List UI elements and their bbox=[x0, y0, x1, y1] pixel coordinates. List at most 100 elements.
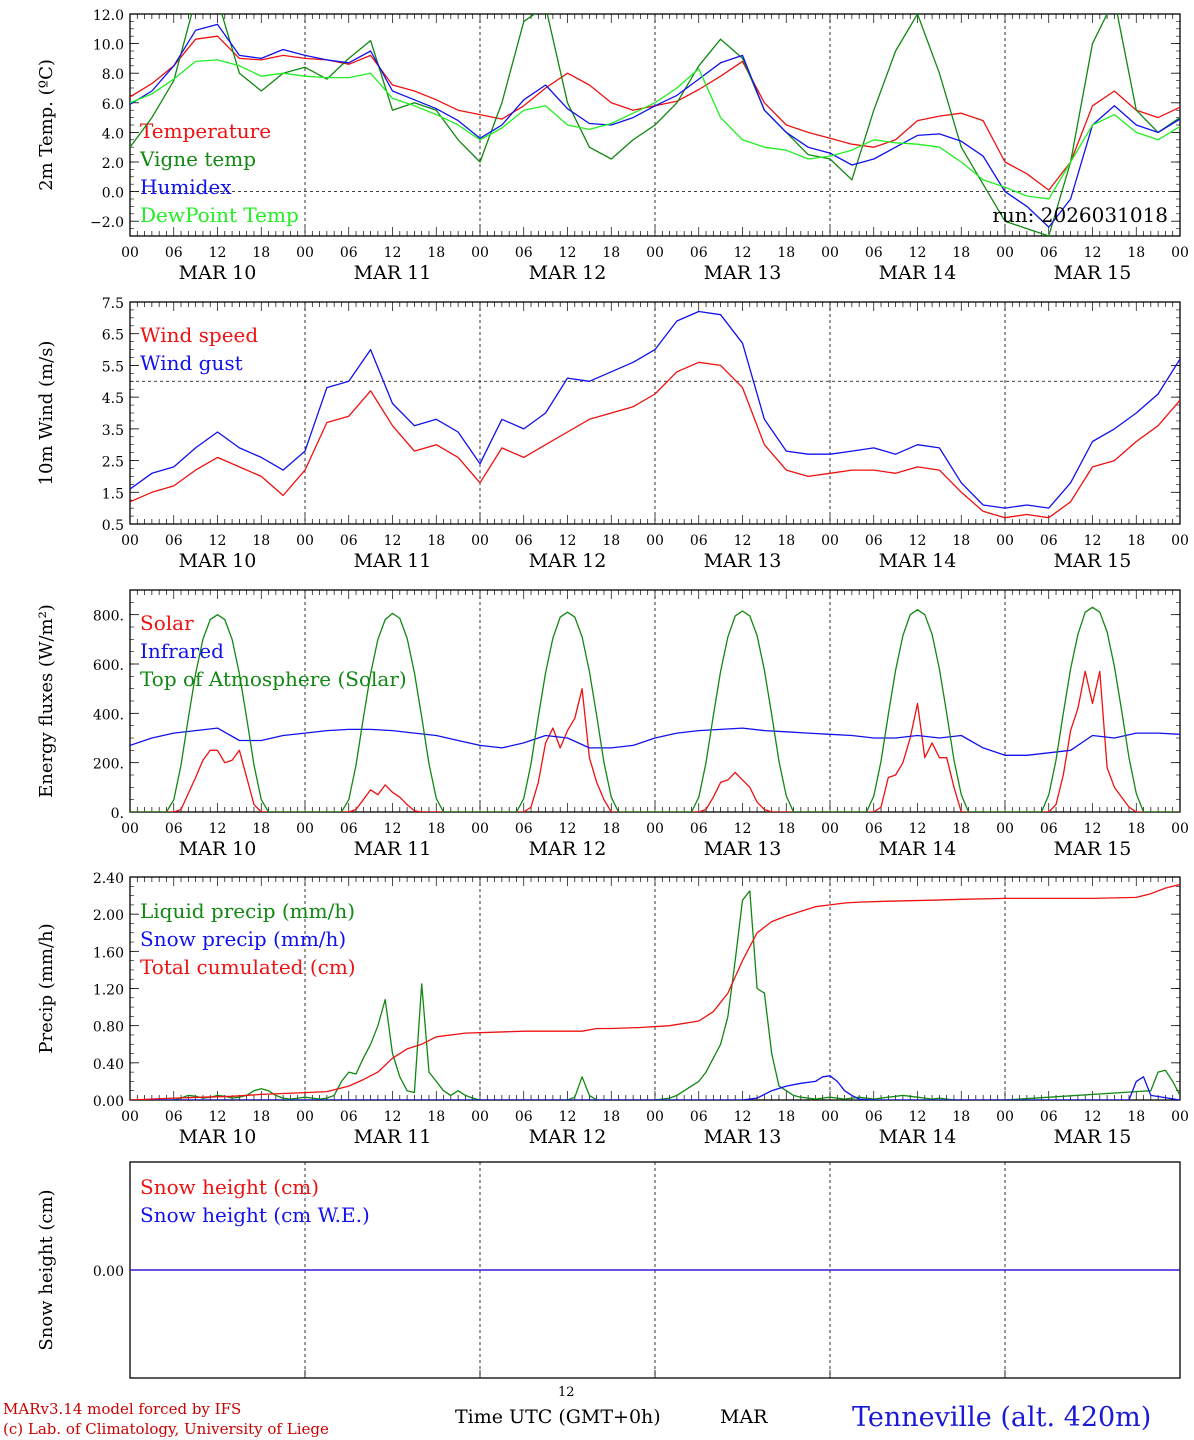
x-tick-label: 12 bbox=[1084, 533, 1102, 549]
x-tick-label: 00 bbox=[1171, 533, 1189, 549]
date-label: MAR 15 bbox=[1054, 262, 1132, 284]
date-label: MAR 15 bbox=[1054, 1126, 1132, 1148]
y-tick-label: 800. bbox=[93, 609, 124, 625]
y-axis-label: Precip (mm/h) bbox=[36, 923, 57, 1053]
x-tick-label: 12 bbox=[209, 1109, 227, 1125]
x-tick-label: 06 bbox=[1040, 1109, 1058, 1125]
x-tick-label: 06 bbox=[865, 533, 883, 549]
x-tick-label: 12 bbox=[1084, 1109, 1102, 1125]
x-tick-label: 12 bbox=[909, 1109, 927, 1125]
x-tick-label: 00 bbox=[821, 245, 839, 261]
x-tick-label: 06 bbox=[865, 821, 883, 837]
x-tick-label: 06 bbox=[165, 1109, 183, 1125]
x-tick-label: 12 bbox=[384, 533, 402, 549]
y-tick-label: 2.40 bbox=[93, 871, 124, 887]
model-credit: MARv3.14 model forced by IFS bbox=[3, 1400, 242, 1418]
date-label: MAR 13 bbox=[704, 262, 782, 284]
y-tick-label: 2.00 bbox=[93, 908, 124, 924]
legend-entry: Snow height (cm W.E.) bbox=[140, 1203, 370, 1227]
x-tick-label: 18 bbox=[427, 821, 445, 837]
y-tick-label: 0.80 bbox=[93, 1020, 124, 1036]
x-tick-label: 18 bbox=[252, 245, 270, 261]
x-tick-label: 18 bbox=[1127, 245, 1145, 261]
x-tick-label: 12 bbox=[384, 245, 402, 261]
y-tick-label: 200. bbox=[93, 757, 124, 773]
date-label: MAR 10 bbox=[179, 838, 257, 860]
y-tick-label: 2.0 bbox=[102, 156, 124, 172]
x-tick-label: 00 bbox=[996, 821, 1014, 837]
x-tick-label: 06 bbox=[690, 821, 708, 837]
x-tick-label: 18 bbox=[1127, 1109, 1145, 1125]
date-label: MAR 14 bbox=[879, 838, 957, 860]
legend-entry: Snow precip (mm/h) bbox=[140, 927, 346, 951]
x-tick-label: 06 bbox=[340, 245, 358, 261]
x-tick-label: 18 bbox=[427, 1109, 445, 1125]
series-line-dewpoint-temp bbox=[130, 59, 1180, 200]
x-tick-label: 12 bbox=[384, 821, 402, 837]
x-tick-label: 06 bbox=[1040, 821, 1058, 837]
y-tick-label: 0.00 bbox=[93, 1094, 124, 1110]
x-tick-label: 12 bbox=[559, 245, 577, 261]
x-tick-label: 18 bbox=[1127, 821, 1145, 837]
x-tick-label: 00 bbox=[646, 1109, 664, 1125]
date-label: MAR 13 bbox=[704, 1126, 782, 1148]
legend-entry: Infrared bbox=[140, 639, 224, 663]
x-tick-label: 18 bbox=[602, 821, 620, 837]
y-tick-label: 1.5 bbox=[102, 486, 124, 502]
series-line-wind-gust bbox=[130, 310, 1180, 509]
legend-entry: Wind speed bbox=[140, 323, 258, 347]
legend-entry: Solar bbox=[140, 611, 194, 635]
x-tick-label: 00 bbox=[296, 245, 314, 261]
x-tick-label: 00 bbox=[646, 821, 664, 837]
date-label: MAR 14 bbox=[879, 262, 957, 284]
x-tick-label: 06 bbox=[340, 821, 358, 837]
run-annotation: run: 2026031018 bbox=[992, 203, 1168, 227]
x-tick-label: 18 bbox=[952, 1109, 970, 1125]
x-tick-label: 18 bbox=[777, 245, 795, 261]
y-axis-label: 10m Wind (m/s) bbox=[36, 341, 57, 486]
x-tick-label: 00 bbox=[1171, 821, 1189, 837]
date-label: MAR 14 bbox=[879, 1126, 957, 1148]
y-tick-label: 1.20 bbox=[93, 983, 124, 999]
x-tick-label: 12 bbox=[734, 1109, 752, 1125]
y-tick-label: 0.0 bbox=[102, 186, 124, 202]
legend-entry: Vigne temp bbox=[139, 147, 256, 171]
y-tick-label: 6.5 bbox=[102, 328, 124, 344]
x-tick-label: 06 bbox=[865, 245, 883, 261]
y-tick-label: 0.40 bbox=[93, 1057, 124, 1073]
date-label: MAR 10 bbox=[179, 550, 257, 572]
x-tick-label: 06 bbox=[165, 821, 183, 837]
x-tick-label: 12 bbox=[1084, 821, 1102, 837]
date-label: MAR 12 bbox=[529, 1126, 607, 1148]
x-tick-label: 18 bbox=[427, 533, 445, 549]
x-tick-label: 00 bbox=[996, 533, 1014, 549]
x-tick-label: 00 bbox=[821, 821, 839, 837]
x-tick-label: 00 bbox=[121, 533, 139, 549]
x-tick-label: 00 bbox=[471, 533, 489, 549]
x-tick-label: 12 bbox=[559, 533, 577, 549]
x-tick-label: 06 bbox=[340, 1109, 358, 1125]
series-line-vigne-temp bbox=[130, 14, 1180, 236]
x-tick-label: 06 bbox=[690, 245, 708, 261]
x-tick-label: 18 bbox=[427, 245, 445, 261]
x-tick-label: 00 bbox=[646, 533, 664, 549]
series-line-total-cumulated-cm- bbox=[130, 883, 1180, 1100]
y-tick-label: 7.5 bbox=[102, 296, 124, 312]
lab-credit: (c) Lab. of Climatology, University of L… bbox=[3, 1420, 329, 1438]
x-tick-label: 00 bbox=[121, 245, 139, 261]
y-tick-label: 10.0 bbox=[93, 38, 124, 54]
x-tick-label: 12 bbox=[384, 1109, 402, 1125]
x-tick-label: 18 bbox=[252, 821, 270, 837]
x-tick-label: 00 bbox=[296, 821, 314, 837]
time-axis-mid-label: 12 bbox=[558, 1385, 575, 1400]
x-tick-label: 12 bbox=[734, 533, 752, 549]
date-label: MAR 11 bbox=[354, 550, 432, 572]
date-label: MAR 10 bbox=[179, 262, 257, 284]
x-tick-label: 00 bbox=[646, 245, 664, 261]
date-label: MAR 11 bbox=[354, 262, 432, 284]
station-name: Tenneville (alt. 420m) bbox=[852, 1402, 1152, 1433]
y-tick-label: 4.0 bbox=[102, 126, 124, 142]
x-tick-label: 18 bbox=[602, 1109, 620, 1125]
x-tick-label: 06 bbox=[515, 245, 533, 261]
x-tick-label: 18 bbox=[252, 533, 270, 549]
